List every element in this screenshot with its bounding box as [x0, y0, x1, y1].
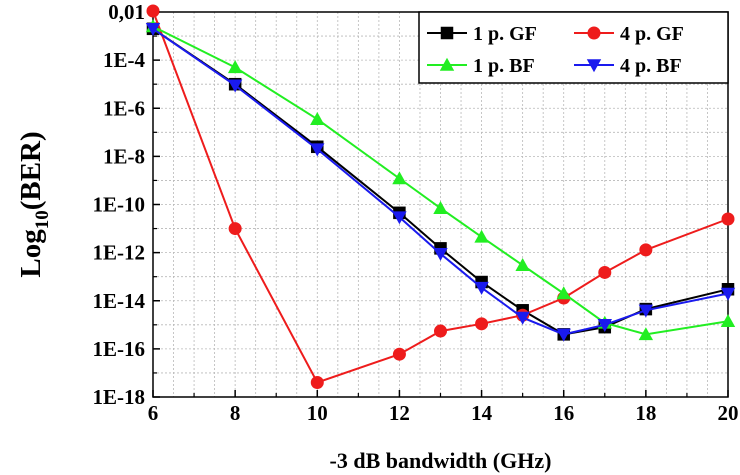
data-point: [515, 258, 530, 271]
y-tick-label: 1E-8: [103, 144, 145, 168]
legend-label: 1 p. BF: [473, 55, 535, 77]
data-point: [310, 112, 325, 125]
data-point: [638, 327, 654, 341]
y-tick-label: 1E-18: [93, 385, 146, 409]
legend-entry: 4 p. GF: [574, 23, 684, 45]
data-point: [310, 143, 325, 157]
data-point: [638, 304, 654, 318]
legend-marker: [586, 59, 602, 73]
data-point: [433, 247, 448, 261]
x-tick-label: 14: [471, 401, 493, 425]
data-point: [392, 171, 407, 185]
data-point: [556, 328, 571, 342]
legend-label: 4 p. BF: [620, 55, 682, 77]
y-tick-label: 1E-4: [103, 48, 146, 72]
data-point: [474, 281, 489, 295]
y-tick-label: 1E-10: [93, 193, 146, 217]
x-tick-label: 18: [635, 401, 656, 425]
data-point: [475, 317, 489, 331]
legend-entry: 4 p. BF: [574, 55, 682, 77]
axis-ticks: 6 8 10 12 14 16 18 20 0,01 1E-4 1E-6 1E-8 1E-10 1E-12…: [93, 0, 739, 425]
y-tick-label: 1E-12: [93, 241, 146, 265]
data-point: [434, 324, 447, 338]
data-point: [720, 314, 736, 328]
y-tick-label: 1E-6: [103, 96, 145, 120]
x-tick-label: 10: [307, 401, 328, 425]
data-point: [639, 243, 653, 257]
data-point: [228, 222, 242, 236]
legend-marker: [587, 26, 601, 40]
data-point: [474, 229, 489, 243]
data-point: [597, 319, 612, 333]
legend-label: 1 p. GF: [473, 23, 537, 45]
data-point: [392, 347, 406, 361]
legend-label: 4 p. GF: [620, 23, 684, 45]
x-tick-label: 6: [148, 401, 159, 425]
legend-box: [418, 11, 729, 84]
data-point: [433, 201, 448, 214]
data-point: [556, 286, 571, 300]
x-tick-label: 8: [230, 401, 241, 425]
legend: 1 p. GF 4 p. GF 1 p. BF 4 p. BF: [418, 11, 729, 84]
x-tick-label: 12: [389, 401, 410, 425]
data-point: [310, 376, 324, 390]
x-axis-title: -3 dB bandwidth (GHz): [330, 448, 552, 473]
legend-marker: [439, 57, 455, 71]
y-axis-title: Log10(BER): [15, 131, 53, 277]
data-point: [721, 212, 735, 226]
series-lines: [145, 4, 736, 390]
data-point: [227, 60, 243, 74]
x-tick-label: 16: [553, 401, 574, 425]
data-point: [227, 79, 243, 93]
legend-entry: 1 p. BF: [427, 55, 535, 77]
data-point: [720, 287, 736, 301]
y-axis-title-tail: (BER): [15, 131, 47, 210]
y-tick-label: 1E-14: [93, 289, 146, 313]
x-tick-label: 20: [718, 401, 739, 425]
y-tick-label: 0,01: [108, 0, 145, 24]
data-point: [145, 23, 161, 37]
legend-entry: 1 p. GF: [427, 23, 537, 45]
y-axis-title-subscript: 10: [32, 210, 53, 229]
y-axis-title-main: Log: [15, 229, 47, 278]
legend-marker: [440, 26, 454, 40]
data-point: [515, 311, 530, 325]
data-point: [598, 265, 612, 279]
y-tick-label: 1E-16: [93, 337, 146, 361]
series-4: [145, 23, 736, 342]
data-point: [146, 4, 160, 18]
data-point: [392, 211, 407, 225]
